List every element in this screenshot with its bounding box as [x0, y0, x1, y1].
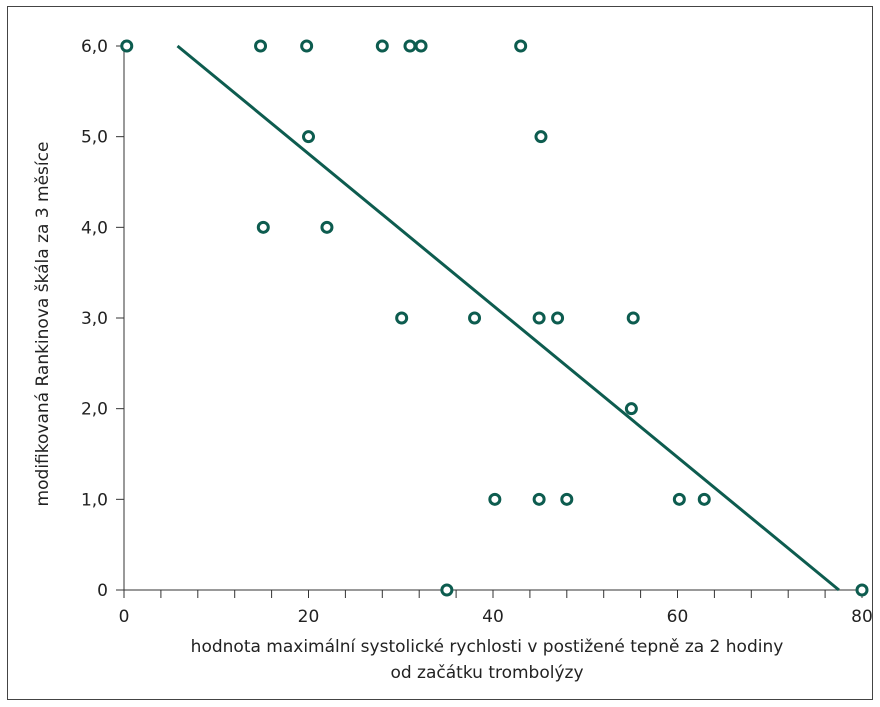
data-point: [440, 583, 454, 597]
data-point: [375, 39, 389, 53]
x-tick-label: 80: [851, 607, 873, 627]
data-point: [626, 311, 640, 325]
data-point: [256, 220, 270, 234]
data-point: [468, 311, 482, 325]
data-point: [672, 492, 686, 506]
y-tick-label: 4,0: [81, 218, 108, 238]
data-point: [254, 39, 268, 53]
data-point: [532, 311, 546, 325]
x-axis-title-line-2: od začátku trombolýzy: [390, 663, 583, 683]
y-tick-label: 5,0: [81, 128, 108, 148]
data-point: [320, 220, 334, 234]
data-point: [560, 492, 574, 506]
y-tick-label: 2,0: [81, 400, 108, 420]
y-tick-label: 0: [97, 581, 108, 601]
data-point: [532, 492, 546, 506]
data-point: [300, 39, 314, 53]
data-point: [120, 39, 134, 53]
y-axis-title: modifikovaná Rankinova škála za 3 měsíce: [33, 142, 53, 507]
data-point: [403, 39, 417, 53]
data-point: [855, 583, 869, 597]
data-point: [395, 311, 409, 325]
data-point: [697, 492, 711, 506]
data-point: [534, 130, 548, 144]
y-tick-label: 6,0: [81, 37, 108, 57]
x-axis-title-line-1: hodnota maximální systolické rychlosti v…: [191, 637, 784, 657]
x-tick-label: 40: [482, 607, 504, 627]
data-point: [514, 39, 528, 53]
x-tick-label: 20: [298, 607, 320, 627]
chart-frame: [7, 6, 873, 700]
y-tick-label: 1,0: [81, 490, 108, 510]
x-tick-label: 0: [119, 607, 130, 627]
data-point: [624, 402, 638, 416]
data-point: [551, 311, 565, 325]
trend-line: [176, 44, 840, 592]
y-tick-label: 3,0: [81, 309, 108, 329]
x-tick-label: 60: [667, 607, 689, 627]
data-point: [414, 39, 428, 53]
data-point: [488, 492, 502, 506]
data-point: [302, 130, 315, 144]
